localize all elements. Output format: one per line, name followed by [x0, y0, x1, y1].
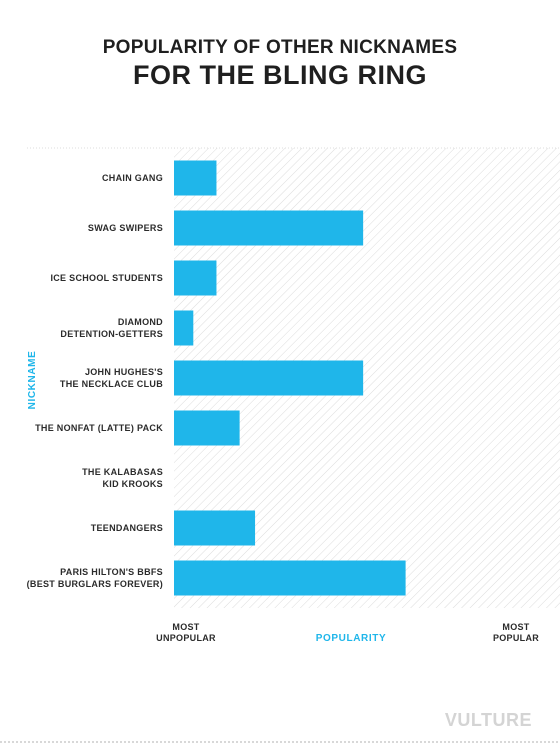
- bar: [174, 310, 194, 346]
- x-axis-title: POPULARITY: [316, 633, 386, 644]
- category-label: TEENDANGERS: [91, 523, 163, 533]
- category-label: ICE SCHOOL STUDENTS: [50, 273, 163, 283]
- bar: [174, 260, 217, 296]
- bar: [174, 510, 256, 546]
- category-label: JOHN HUGHES'S: [85, 367, 163, 377]
- bottom-rule: [0, 741, 560, 743]
- bar-chart: CHAIN GANG SWAG SWIPERS ICE SCHOOL STUDENT…: [27, 147, 560, 644]
- category-label: THE NONFAT (LATTE) PACK: [35, 423, 163, 433]
- category-label: DIAMOND: [118, 317, 163, 327]
- bar: [174, 360, 364, 396]
- x-axis-max-label-line2: POPULAR: [493, 633, 539, 643]
- x-axis-max-label-line1: MOST: [502, 622, 529, 632]
- chart-title-line2: FOR THE BLING RING: [133, 60, 427, 90]
- category-label: THE KALABASAS: [82, 467, 163, 477]
- bar: [174, 410, 240, 446]
- x-axis-min-label-line2: UNPOPULAR: [156, 633, 216, 643]
- bar: [174, 160, 217, 196]
- category-label: PARIS HILTON'S BBFS: [60, 567, 163, 577]
- bar: [174, 210, 364, 246]
- category-label: (BEST BURGLARS FOREVER): [27, 579, 163, 589]
- category-label: KID KROOKS: [102, 479, 163, 489]
- x-axis-min-label-line1: MOST: [172, 622, 199, 632]
- vulture-logo: VULTURE: [444, 710, 532, 730]
- chart-title-line1: POPULARITY OF OTHER NICKNAMES: [102, 37, 458, 58]
- bar: [174, 560, 406, 596]
- category-label: SWAG SWIPERS: [88, 223, 163, 233]
- category-label: CHAIN GANG: [102, 173, 163, 183]
- y-axis-title: NICKNAME: [27, 351, 38, 410]
- category-label: THE NECKLACE CLUB: [60, 379, 163, 389]
- category-label: DETENTION-GETTERS: [60, 329, 163, 339]
